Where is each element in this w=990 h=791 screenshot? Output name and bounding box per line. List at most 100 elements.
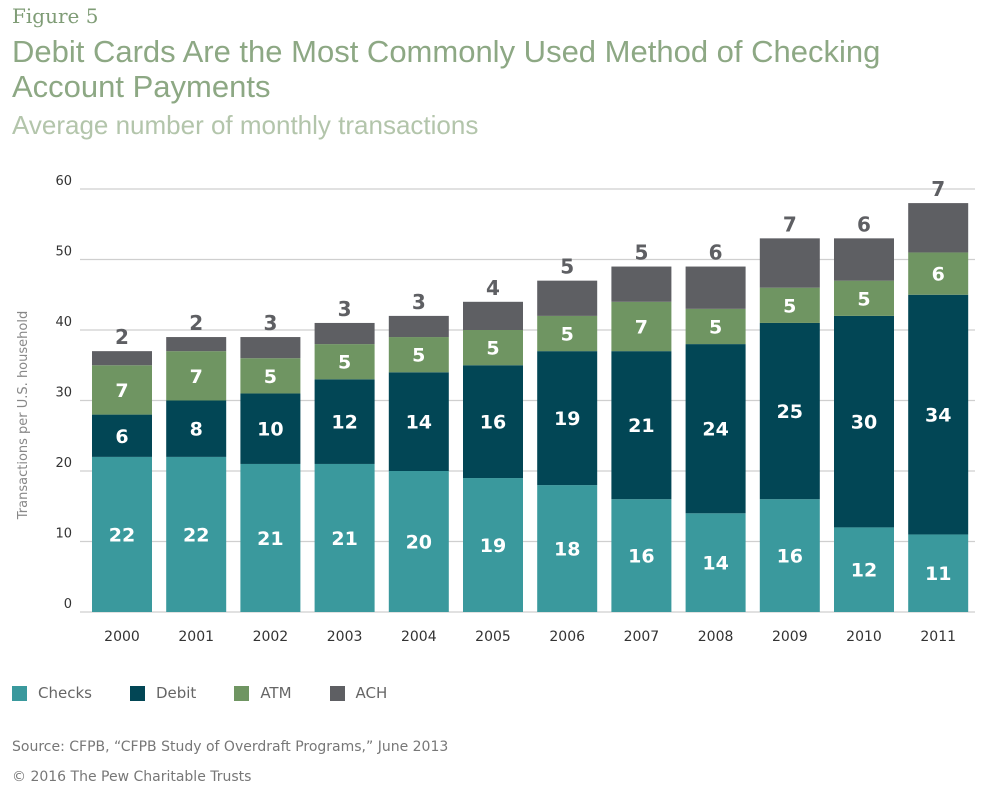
x-tick-label: 2000 xyxy=(104,629,140,645)
x-tick-label: 2002 xyxy=(253,629,289,645)
bar-segment-atm xyxy=(388,337,449,373)
data-label: 5 xyxy=(709,316,722,338)
legend-item-ach: ACH xyxy=(329,684,388,702)
bar-segment-checks xyxy=(92,456,152,612)
data-label: 10 xyxy=(257,419,283,441)
data-label: 18 xyxy=(554,539,580,561)
legend-swatch xyxy=(329,685,345,701)
data-label: 20 xyxy=(406,532,432,554)
bar-segment-ach xyxy=(388,315,449,338)
chart-title: Debit Cards Are the Most Commonly Used M… xyxy=(12,34,881,104)
data-label: 3 xyxy=(412,290,426,314)
bar-segment-debit xyxy=(685,344,746,514)
bar-segment-checks xyxy=(314,463,375,612)
legend-item-debit: Debit xyxy=(129,684,196,702)
y-tick-label: 30 xyxy=(55,386,72,401)
data-label: 6 xyxy=(115,426,128,448)
bar-segment-ach xyxy=(685,266,746,309)
bar-segment-checks xyxy=(463,478,523,612)
data-label: 6 xyxy=(709,241,723,265)
bar-segment-checks xyxy=(240,463,301,612)
data-label: 25 xyxy=(777,401,803,423)
data-label: 12 xyxy=(331,412,357,434)
bar-segment-atm xyxy=(759,287,820,323)
bar-segment-checks xyxy=(834,527,894,612)
data-label: 5 xyxy=(486,338,499,360)
bar-segment-ach xyxy=(240,337,301,359)
bar-segment-atm xyxy=(685,308,746,345)
y-tick-label: 20 xyxy=(55,456,72,471)
bar-segment-ach xyxy=(759,238,820,288)
y-tick-label: 0 xyxy=(64,597,72,612)
bar-segment-checks xyxy=(537,485,598,612)
x-tick-label: 2003 xyxy=(327,629,363,645)
bar-segment-atm xyxy=(834,280,894,316)
bar-segment-ach xyxy=(92,351,152,366)
y-tick-label: 50 xyxy=(55,245,72,260)
x-tick-label: 2006 xyxy=(549,629,585,645)
data-label: 21 xyxy=(331,528,357,550)
legend-swatch xyxy=(129,685,145,701)
bar-segment-atm xyxy=(611,301,672,352)
bar-segment-debit xyxy=(463,365,523,479)
copyright: © 2016 The Pew Charitable Trusts xyxy=(12,769,252,785)
bar-segment-ach xyxy=(611,266,672,302)
y-tick-label: 60 xyxy=(55,174,72,189)
data-label: 24 xyxy=(702,419,728,441)
legend-label: ATM xyxy=(260,684,292,702)
data-label: 11 xyxy=(925,563,951,585)
data-label: 7 xyxy=(190,366,203,388)
bar-segment-debit xyxy=(92,414,152,457)
legend: Checks Debit ATM ACH xyxy=(12,684,425,702)
bar-segment-debit xyxy=(759,322,820,500)
data-label: 22 xyxy=(109,524,135,546)
legend-swatch xyxy=(234,685,250,701)
bar-segment-ach xyxy=(314,322,375,345)
bar-segment-debit xyxy=(611,351,672,500)
x-tick-label: 2004 xyxy=(401,629,437,645)
data-label: 8 xyxy=(190,419,203,441)
data-label: 2 xyxy=(115,325,129,349)
bar-segment-ach xyxy=(537,280,598,316)
data-label: 21 xyxy=(257,528,283,550)
legend-label: Checks xyxy=(38,684,92,702)
data-label: 7 xyxy=(115,380,128,402)
chart-subtitle: Average number of monthly transactions xyxy=(12,110,479,140)
data-label: 5 xyxy=(561,324,574,346)
source-note: Source: CFPB, “CFPB Study of Overdraft P… xyxy=(12,739,449,755)
data-label: 5 xyxy=(338,352,351,374)
data-label: 19 xyxy=(480,535,506,557)
bar-segment-atm xyxy=(908,252,969,295)
bar-segment-checks xyxy=(908,534,969,612)
bar-segment-debit xyxy=(314,379,375,464)
data-label: 5 xyxy=(560,255,574,279)
data-label: 5 xyxy=(634,241,648,265)
data-label: 22 xyxy=(183,524,209,546)
bar-segment-debit xyxy=(166,400,227,457)
bar-segment-debit xyxy=(388,372,449,471)
data-label: 5 xyxy=(264,366,277,388)
bar-segment-atm xyxy=(240,358,301,394)
data-label: 7 xyxy=(635,316,648,338)
data-label: 12 xyxy=(851,560,877,582)
x-tick-label: 2007 xyxy=(624,629,660,645)
bar-segment-atm xyxy=(463,330,523,366)
bar-segment-checks xyxy=(685,513,746,612)
data-label: 3 xyxy=(338,297,352,321)
data-label: 34 xyxy=(925,405,951,427)
bar-segment-ach xyxy=(463,301,523,330)
bar-segment-atm xyxy=(92,365,152,415)
bar-segment-ach xyxy=(834,238,894,281)
legend-item-checks: Checks xyxy=(12,684,92,702)
legend-swatch xyxy=(12,685,27,701)
data-label: 6 xyxy=(932,264,945,286)
data-label: 2 xyxy=(189,311,203,335)
legend-label: ACH xyxy=(355,684,388,702)
y-axis-label: Transactions per U.S. household xyxy=(16,311,31,520)
bar-segment-ach xyxy=(908,203,969,253)
bar-segment-checks xyxy=(166,456,227,612)
data-label: 16 xyxy=(480,412,506,434)
data-label: 14 xyxy=(702,553,728,575)
data-label: 14 xyxy=(406,412,432,434)
